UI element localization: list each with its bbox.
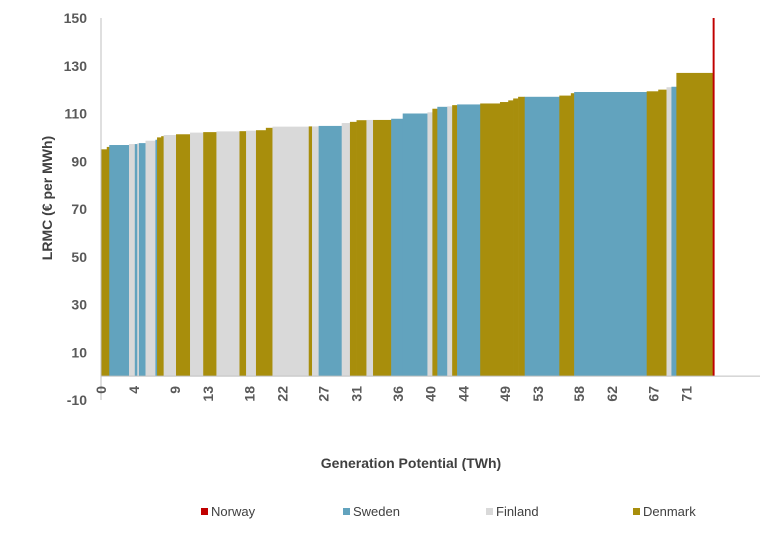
- bar-denmark-48: [658, 89, 667, 377]
- x-tick-label: 4: [126, 386, 142, 394]
- x-tick-label: 67: [645, 386, 661, 402]
- bar-finland-6: [137, 143, 140, 377]
- bar-sweden-50: [671, 86, 677, 377]
- bar-finland-14: [190, 132, 204, 377]
- bar-finland-16: [216, 131, 240, 377]
- y-tick-label: 110: [64, 106, 87, 122]
- legend-swatch: [343, 508, 350, 515]
- bar-finland-18: [246, 130, 257, 377]
- bar-denmark-47: [646, 91, 659, 377]
- bar-norway-52: [712, 18, 715, 377]
- y-tick-label: 10: [71, 344, 87, 360]
- bar-denmark-19: [255, 130, 267, 377]
- legend-label: Denmark: [643, 504, 696, 519]
- bar-denmark-27: [356, 120, 367, 377]
- x-tick-label: 40: [423, 386, 439, 402]
- bar-denmark-22: [308, 126, 313, 377]
- y-tick-label: 70: [71, 201, 87, 217]
- bar-denmark-42: [518, 96, 525, 377]
- legend-swatch: [633, 508, 640, 515]
- legend-swatch: [486, 508, 493, 515]
- bar-sweden-3: [109, 145, 130, 377]
- legend-label: Norway: [211, 504, 256, 519]
- bar-sweden-31: [402, 113, 428, 377]
- x-tick-label: 27: [316, 386, 332, 402]
- x-tick-label: 71: [678, 386, 694, 402]
- x-tick-labels: 0 4 9 13 18 22 27 31 36 40 44 49 53 58 62 67 71: [93, 386, 694, 402]
- bar-denmark-39: [499, 102, 509, 377]
- x-tick-label: 22: [274, 386, 290, 402]
- bar-denmark-33: [432, 108, 438, 377]
- x-tick-label: 9: [167, 386, 183, 394]
- bar-sweden-5: [134, 144, 138, 377]
- y-tick-label: 150: [64, 10, 88, 26]
- bar-finland-12: [163, 134, 177, 377]
- x-tick-label: 49: [497, 386, 513, 402]
- y-tick-label: 30: [71, 297, 87, 313]
- axes-layer: [100, 18, 760, 400]
- bar-denmark-38: [480, 103, 501, 377]
- legend: Norway Sweden Finland Denmark: [201, 504, 696, 519]
- bar-denmark-41: [513, 98, 519, 377]
- bar-denmark-11: [161, 136, 164, 377]
- x-tick-label: 53: [530, 386, 546, 402]
- bar-sweden-43: [524, 96, 560, 377]
- bar-denmark-13: [176, 134, 191, 377]
- x-tick-label: 31: [349, 386, 365, 402]
- y-tick-label: 130: [64, 58, 88, 74]
- y-axis-title: LRMC (€ per MWh): [39, 136, 55, 260]
- legend-item-denmark: Denmark: [633, 504, 696, 519]
- bar-finland-4: [129, 144, 136, 377]
- bar-finland-8: [145, 140, 156, 377]
- bar-denmark-17: [239, 131, 247, 377]
- bar-sweden-9: [155, 139, 158, 377]
- bar-denmark-26: [349, 121, 357, 377]
- bar-sweden-37: [457, 104, 481, 377]
- bar-denmark-51: [676, 72, 713, 377]
- bar-denmark-44: [559, 95, 572, 377]
- bar-sweden-7: [138, 143, 146, 377]
- bar-finland-35: [447, 106, 453, 377]
- bar-denmark-1: [101, 149, 108, 377]
- y-tick-label: 90: [71, 153, 87, 169]
- bar-finland-25: [341, 123, 351, 377]
- bar-finland-23: [312, 126, 319, 377]
- x-tick-label: 44: [456, 386, 472, 402]
- bar-sweden-46: [574, 92, 647, 377]
- legend-swatch: [201, 508, 208, 515]
- bar-denmark-2: [106, 146, 110, 377]
- bar-sweden-34: [437, 106, 448, 377]
- bars-layer: [101, 18, 715, 377]
- bar-denmark-15: [203, 132, 217, 377]
- bar-denmark-20: [265, 127, 273, 377]
- bar-finland-28: [366, 119, 374, 377]
- x-tick-label: 0: [93, 386, 109, 394]
- bar-denmark-10: [157, 137, 162, 377]
- bar-sweden-30: [391, 118, 403, 377]
- bar-denmark-29: [373, 119, 392, 377]
- bar-denmark-45: [570, 93, 575, 377]
- x-tick-label: 13: [200, 386, 216, 402]
- x-axis-title: Generation Potential (TWh): [321, 455, 501, 471]
- bar-finland-32: [427, 112, 433, 377]
- bar-sweden-24: [318, 125, 342, 377]
- y-tick-label: -10: [67, 392, 87, 408]
- x-tick-label: 58: [571, 386, 587, 402]
- x-tick-label: 18: [241, 386, 257, 402]
- y-tick-labels: 150 130 110 90 70 50 30 10 -10: [64, 10, 88, 408]
- bar-denmark-36: [452, 105, 458, 377]
- x-tick-label: 36: [390, 386, 406, 402]
- legend-item-norway: Norway: [201, 504, 256, 519]
- bar-denmark-40: [508, 100, 514, 377]
- y-tick-label: 50: [71, 249, 87, 265]
- bar-finland-21: [272, 126, 310, 377]
- legend-label: Sweden: [353, 504, 400, 519]
- x-tick-label: 62: [604, 386, 620, 402]
- legend-item-finland: Finland: [486, 504, 539, 519]
- legend-label: Finland: [496, 504, 539, 519]
- legend-item-sweden: Sweden: [343, 504, 400, 519]
- bar-finland-49: [666, 87, 672, 377]
